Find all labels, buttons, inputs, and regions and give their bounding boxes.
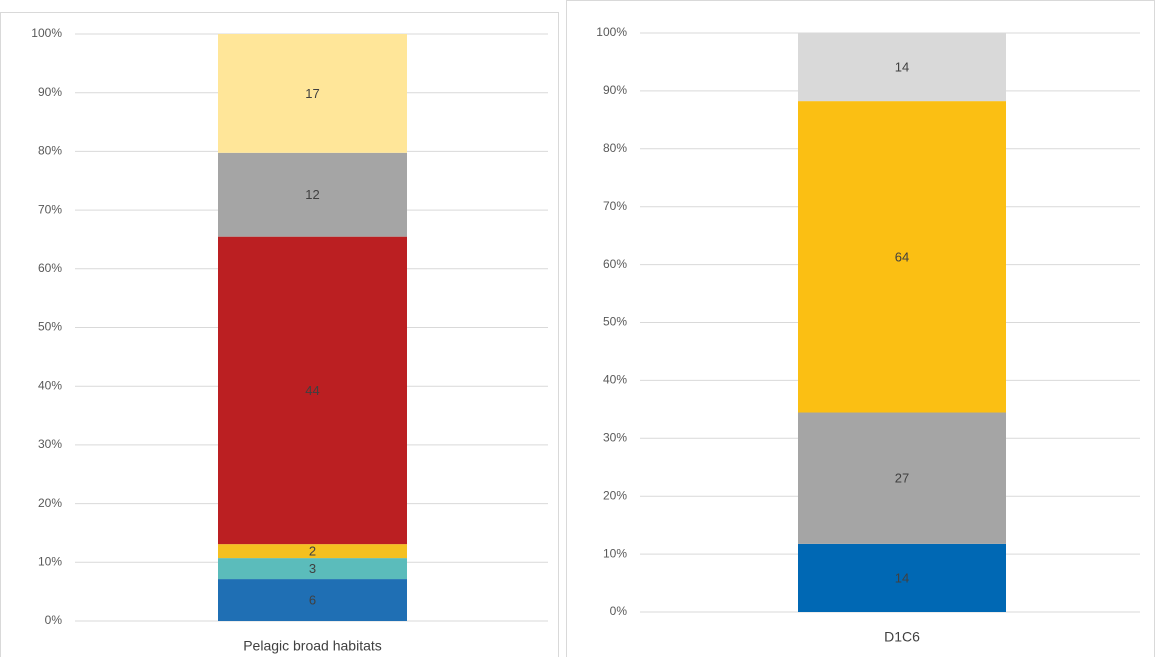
y-tick-label: 60% xyxy=(603,257,627,271)
bar-segment xyxy=(218,544,407,559)
y-tick-label: 30% xyxy=(603,430,627,444)
bar-segment xyxy=(218,152,407,237)
data-label: 17 xyxy=(305,86,319,101)
data-label: 2 xyxy=(309,544,316,559)
bar-segment xyxy=(218,34,407,153)
data-label: 44 xyxy=(305,383,319,398)
data-label: 14 xyxy=(895,570,909,585)
chart-border xyxy=(0,12,559,657)
y-tick-label: 50% xyxy=(38,320,62,334)
data-label: 64 xyxy=(895,249,909,264)
y-tick-label: 10% xyxy=(38,554,62,568)
y-tick-label: 90% xyxy=(38,85,62,99)
x-tick-label: Pelagic broad habitats xyxy=(243,638,382,654)
data-label: 3 xyxy=(309,561,316,576)
data-label: 14 xyxy=(895,59,909,74)
y-tick-label: 10% xyxy=(603,546,627,560)
y-tick-label: 50% xyxy=(603,315,627,329)
y-tick-label: 40% xyxy=(603,373,627,387)
y-tick-label: 100% xyxy=(596,25,627,39)
y-tick-label: 80% xyxy=(603,141,627,155)
y-tick-label: 20% xyxy=(38,496,62,510)
y-tick-label: 40% xyxy=(38,378,62,392)
y-tick-label: 0% xyxy=(45,613,63,627)
y-tick-label: 0% xyxy=(610,604,628,618)
data-label: 12 xyxy=(305,187,319,202)
y-tick-label: 90% xyxy=(603,83,627,97)
bar-segment xyxy=(798,33,1006,102)
bar-segment xyxy=(218,558,407,580)
x-tick-label: D1C6 xyxy=(884,629,920,645)
bar-segment xyxy=(798,412,1006,544)
y-tick-label: 70% xyxy=(603,199,627,213)
data-label: 27 xyxy=(895,471,909,486)
y-tick-label: 100% xyxy=(31,26,62,40)
y-tick-label: 60% xyxy=(38,261,62,275)
y-tick-label: 20% xyxy=(603,488,627,502)
data-label: 6 xyxy=(309,592,316,607)
bar-segment xyxy=(218,579,407,621)
y-tick-label: 80% xyxy=(38,144,62,158)
bar-segment xyxy=(798,543,1006,612)
y-tick-label: 30% xyxy=(38,437,62,451)
y-tick-label: 70% xyxy=(38,202,62,216)
bar-segment xyxy=(798,101,1006,413)
bar-segment xyxy=(218,236,407,545)
